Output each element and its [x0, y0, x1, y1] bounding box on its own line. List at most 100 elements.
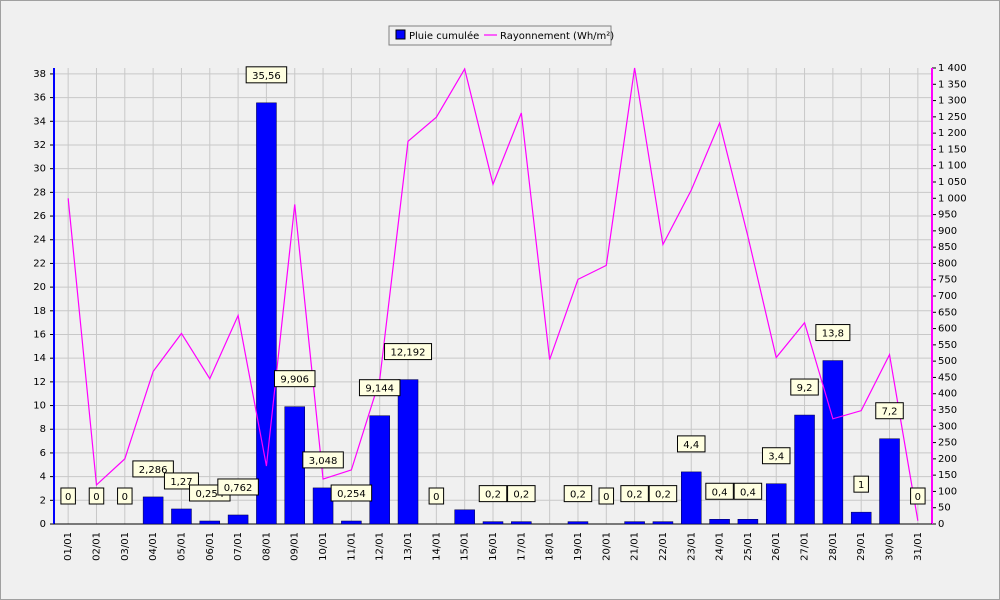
bar: [737, 519, 759, 525]
x-tick-label: 13/01: [403, 532, 414, 561]
y2-tick-label: 1 100: [938, 161, 967, 172]
y2-tick-label: 350: [938, 405, 957, 416]
data-label-box: [815, 324, 851, 342]
data-label: 3,4: [768, 452, 784, 463]
data-label-box: [245, 66, 288, 84]
y2-tick-label: 900: [938, 226, 957, 237]
x-tick-label: 07/01: [233, 532, 244, 561]
y-tick-label: 30: [33, 164, 46, 175]
x-tick-label: 25/01: [743, 532, 754, 561]
data-label: 9,906: [280, 375, 309, 386]
y2-tick-label: 500: [938, 356, 957, 367]
bar: [511, 521, 532, 525]
data-label: 0,2: [570, 490, 586, 501]
data-label-box: [217, 478, 259, 496]
data-label-box: [358, 379, 401, 397]
y-tick-label: 26: [33, 211, 46, 222]
data-label: 0: [122, 492, 128, 503]
y2-tick-label: 450: [938, 372, 957, 383]
bar: [312, 487, 334, 525]
data-label: 0: [65, 492, 71, 503]
y2-tick-label: 1 350: [938, 79, 967, 90]
bar: [142, 496, 164, 525]
y2-tick-label: 100: [938, 486, 957, 497]
data-label: 2,286: [139, 465, 168, 476]
y2-tick-label: 1 250: [938, 112, 967, 123]
data-label: 0,254: [337, 489, 366, 500]
data-label-box: [761, 447, 791, 465]
data-label: 12,192: [391, 348, 426, 359]
data-label-box: [117, 487, 133, 505]
y-tick-label: 2: [40, 495, 46, 506]
data-label-box: [273, 370, 316, 388]
x-tick-label: 23/01: [686, 532, 697, 561]
x-tick-label: 08/01: [261, 532, 272, 561]
bar: [765, 483, 787, 525]
x-tick-label: 31/01: [913, 532, 924, 561]
x-tick-label: 11/01: [346, 532, 357, 561]
data-label-box: [790, 378, 819, 396]
data-label: 0: [433, 492, 439, 503]
x-tick-label: 17/01: [516, 532, 527, 561]
y2-tick-label: 400: [938, 389, 957, 400]
y-tick-label: 22: [33, 258, 46, 269]
data-label-box: [733, 482, 763, 500]
data-label: 1,27: [170, 477, 192, 488]
x-tick-label: 05/01: [176, 532, 187, 561]
y2-tick-label: 550: [938, 340, 957, 351]
data-label: 13,8: [822, 329, 844, 340]
x-tick-label: 21/01: [630, 532, 641, 561]
y2-tick-label: 1 300: [938, 96, 967, 107]
bar: [794, 414, 815, 525]
data-label: 35,56: [252, 71, 281, 82]
x-tick-label: 26/01: [771, 532, 782, 561]
x-tick-label: 22/01: [658, 532, 669, 561]
data-label-box: [428, 487, 445, 505]
y2-tick-label: 1 200: [938, 128, 967, 139]
data-label: 0,762: [224, 483, 253, 494]
x-tick-label: 30/01: [885, 532, 896, 561]
y-tick-label: 34: [33, 116, 46, 127]
data-label-box: [60, 487, 76, 505]
x-tick-label: 06/01: [205, 532, 216, 561]
legend-label: Pluie cumulée: [409, 30, 479, 42]
y2-tick-label: 150: [938, 470, 957, 481]
y-tick-label: 36: [33, 93, 46, 104]
data-label: 0,4: [740, 487, 756, 498]
y-tick-label: 32: [33, 140, 46, 151]
y2-tick-label: 600: [938, 324, 957, 335]
y-tick-label: 38: [33, 69, 46, 80]
y2-tick-label: 300: [938, 421, 957, 432]
x-tick-label: 01/01: [63, 532, 74, 561]
data-label: 0,2: [655, 490, 671, 501]
x-tick-label: 16/01: [488, 532, 499, 561]
bar: [482, 521, 504, 525]
y-tick-label: 20: [33, 282, 46, 293]
x-tick-label: 09/01: [290, 532, 301, 561]
x-tick-label: 24/01: [715, 532, 726, 561]
bar: [567, 521, 589, 525]
data-label: 0: [603, 492, 609, 503]
data-label: 0,2: [627, 490, 643, 501]
y-tick-label: 10: [33, 401, 46, 412]
x-tick-label: 28/01: [828, 532, 839, 561]
data-label: 0,254: [195, 489, 224, 500]
bar: [709, 519, 730, 525]
bar: [652, 521, 674, 525]
data-label-box: [875, 402, 904, 420]
data-label: 7,2: [882, 407, 898, 418]
y2-tick-label: 1 000: [938, 193, 967, 204]
data-label-box: [620, 485, 649, 503]
x-tick-label: 02/01: [91, 532, 102, 561]
y-tick-label: 12: [33, 377, 46, 388]
x-tick-label: 12/01: [375, 532, 386, 561]
bar: [624, 521, 645, 525]
data-label-box: [598, 487, 615, 505]
data-label-box: [705, 482, 734, 500]
legend-box: [388, 25, 612, 46]
bar: [879, 438, 900, 525]
line: [67, 67, 919, 521]
data-label-box: [853, 475, 869, 493]
y2-tick-label: 1 400: [938, 63, 967, 74]
